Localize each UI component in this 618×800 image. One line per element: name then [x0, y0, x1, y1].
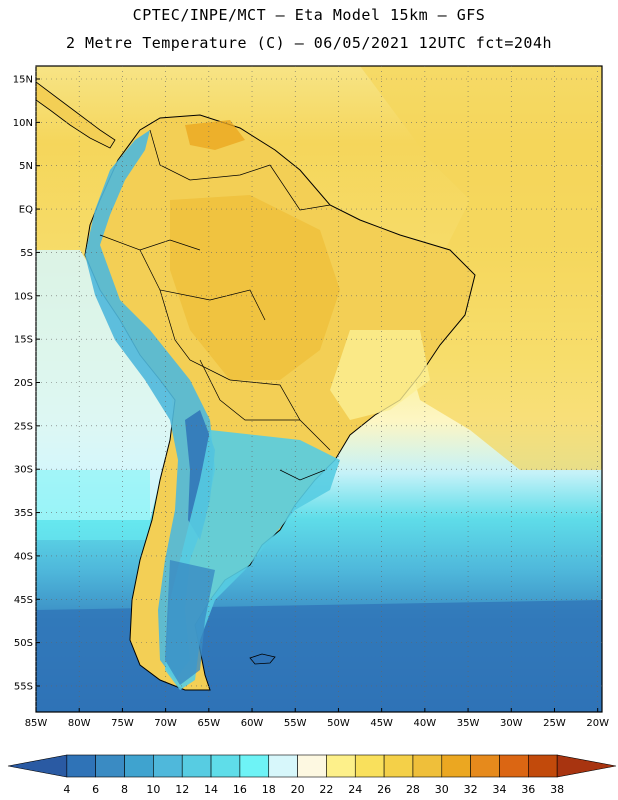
lat-label: 10S: [14, 291, 33, 302]
colorbar-arrow-high: [556, 754, 617, 778]
lon-label: 45W: [370, 718, 393, 729]
lat-label: 10N: [13, 118, 33, 129]
country-borders: [99, 129, 331, 481]
lat-label: 45S: [14, 595, 33, 606]
colorbar-swatch: [412, 754, 443, 778]
lat-label: 20S: [14, 378, 33, 389]
cool-pacific-region: [36, 250, 175, 520]
southern-ocean-region: [36, 600, 602, 712]
map-frame: [35, 65, 603, 713]
lon-label: 35W: [457, 718, 480, 729]
lon-label: 50W: [327, 718, 350, 729]
colorbar: 4 6 8 10 12 14 16 18 20 22 24 26 28 30 32 34 36 38: [7, 754, 617, 796]
colorbar-label: 16: [233, 783, 247, 796]
colorbar-swatch: [181, 754, 212, 778]
colorbar-swatch: [95, 754, 125, 778]
lat-label: 5S: [20, 248, 33, 259]
lon-label: 40W: [414, 718, 437, 729]
mild-southeast-region: [330, 330, 430, 420]
colorbar-label: 8: [121, 783, 128, 796]
colorbar-swatch: [210, 754, 241, 778]
patagonia-cold-region: [165, 560, 215, 685]
longitude-labels: 85W 80W 75W 70W 65W 60W 55W 50W 45W 40W 35W 30W 25W 2…: [25, 718, 609, 729]
colorbar-swatch: [470, 754, 500, 778]
colorbar-swatch: [153, 754, 183, 778]
colorbar-label: 36: [521, 783, 535, 796]
map-subtitle: 2 Metre Temperature (C) – 06/05/2021 12U…: [65, 34, 553, 52]
pacific-cyan-region: [36, 470, 150, 540]
colorbar-swatch: [528, 754, 558, 778]
colorbar-label: 28: [406, 783, 420, 796]
lat-label: 15N: [13, 75, 33, 86]
colorbar-label: 4: [63, 783, 70, 796]
lon-label: 80W: [68, 718, 91, 729]
lat-label: 15S: [14, 335, 33, 346]
colorbar-label: 34: [492, 783, 506, 796]
lon-label: 65W: [198, 718, 221, 729]
latitude-labels: 15N 10N 5N EQ 5S 10S 15S 20S 25S 30S 35S 40S 45S 50S 5…: [13, 75, 33, 693]
lon-label: 70W: [154, 718, 177, 729]
colorbar-label: 10: [146, 783, 160, 796]
lon-label: 75W: [111, 718, 134, 729]
colorbar-arrow-low: [7, 754, 68, 778]
colorbar-swatch: [383, 754, 414, 778]
colorbar-swatch: [268, 754, 298, 778]
colorbar-label: 26: [377, 783, 391, 796]
colorbar-label: 12: [175, 783, 189, 796]
lat-label: EQ: [19, 205, 33, 216]
colorbar-swatch: [124, 754, 154, 778]
lat-label: 30S: [14, 465, 33, 476]
map-field: [36, 66, 602, 712]
colorbar-label: 22: [319, 783, 333, 796]
andes-cold-band: [85, 130, 215, 680]
colorbar-swatch: [66, 754, 96, 778]
hot-venezuela-region: [185, 120, 245, 150]
lon-label: 30W: [500, 718, 523, 729]
colorbar-label: 20: [291, 783, 305, 796]
southern-cone-region: [165, 430, 340, 690]
falkland-islands: [249, 653, 276, 665]
colorbar-label: 24: [348, 783, 362, 796]
colorbar-label: 18: [262, 783, 276, 796]
colorbar-swatch: [326, 754, 356, 778]
lat-label: 35S: [14, 508, 33, 519]
colorbar-swatch: [499, 754, 529, 778]
map-title: CPTEC/INPE/MCT – Eta Model 15km – GFS: [132, 6, 486, 24]
lon-label: 85W: [25, 718, 48, 729]
colorbar-swatch: [239, 754, 270, 778]
colorbar-swatch: [297, 754, 327, 778]
colorbar-swatch: [354, 754, 385, 778]
colorbar-label: 38: [550, 783, 564, 796]
colorbar-label: 14: [204, 783, 218, 796]
colorbar-swatch: [441, 754, 471, 778]
graticule: [35, 66, 602, 712]
lon-label: 20W: [586, 718, 609, 729]
lon-label: 55W: [284, 718, 307, 729]
lon-label: 60W: [241, 718, 264, 729]
lat-label: 50S: [14, 638, 33, 649]
colorbar-label: 6: [92, 783, 99, 796]
lat-label: 5N: [19, 161, 33, 172]
hot-interior-region: [170, 195, 340, 380]
lat-label: 25S: [14, 421, 33, 432]
central-america-landmass: [36, 81, 116, 149]
lat-label: 55S: [14, 681, 33, 692]
colorbar-label: 32: [464, 783, 478, 796]
colorbar-label: 30: [435, 783, 449, 796]
lat-label: 40S: [14, 551, 33, 562]
lon-label: 25W: [543, 718, 566, 729]
